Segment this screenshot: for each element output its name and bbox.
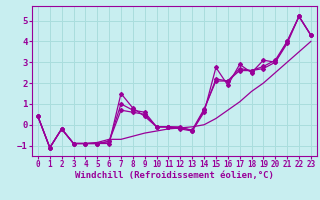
X-axis label: Windchill (Refroidissement éolien,°C): Windchill (Refroidissement éolien,°C) [75,171,274,180]
